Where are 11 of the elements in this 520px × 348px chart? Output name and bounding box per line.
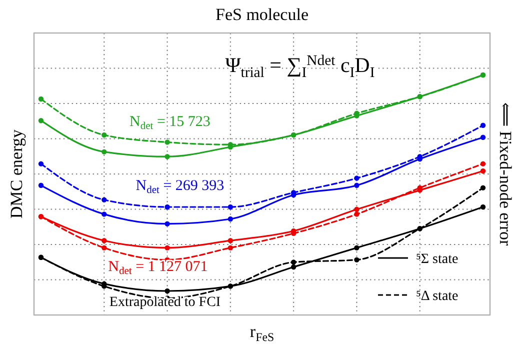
annotation: N$_{det}$ = 15 723 [130, 114, 210, 132]
y-axis-title: DMC energy [7, 129, 26, 218]
text: Ψ$_{trial}$ = ∑$_{I}$$^{Ndet}$ c$_{I}$D$_{I}$ [225, 53, 375, 80]
annotation: N$_{det}$ = 269 393 [136, 178, 224, 196]
chart-title: FeS molecule [215, 5, 309, 24]
annotation: Extrapolated to FCI [109, 295, 221, 310]
y2-axis-title: ⟸ Fixed-node error [496, 102, 515, 246]
legend-label: ⁵Σ state [416, 252, 458, 267]
annotation: N$_{det}$ = 1 127 071 [108, 259, 208, 278]
legend-label: ⁵Δ state [416, 289, 458, 304]
x-axis-title: r$_{FeS}$ [250, 322, 274, 344]
